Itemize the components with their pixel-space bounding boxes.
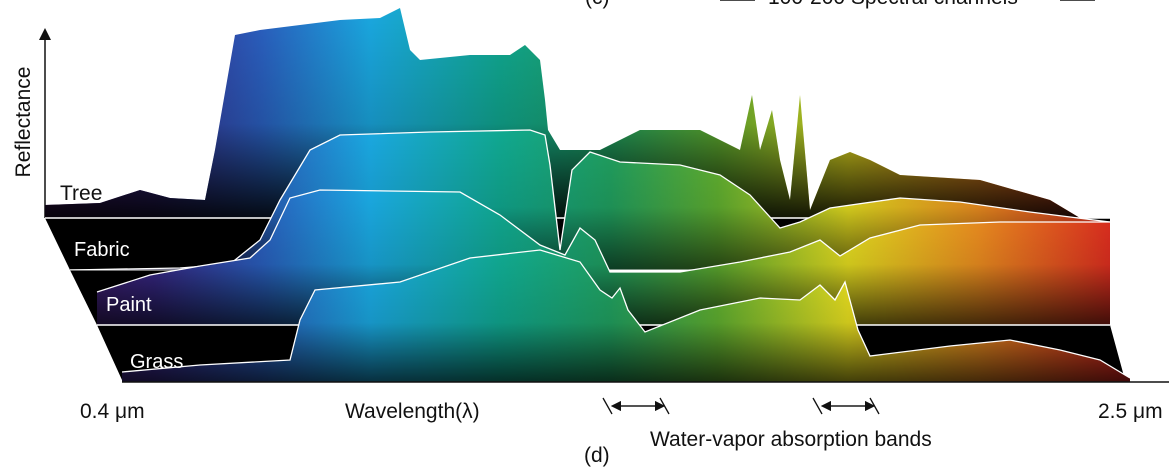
grass-layer: [121, 249, 1169, 383]
x-start-label: 0.4 μm: [80, 400, 145, 423]
panel-label: (d): [584, 444, 610, 467]
top-panel-label: (c): [585, 0, 610, 9]
y-axis-label: Reflectance: [12, 67, 35, 178]
x-end-label: 2.5 μm: [1098, 400, 1163, 423]
layer-label: Paint: [106, 294, 152, 316]
top-caption: 100-200 Spectral channels: [768, 0, 1018, 9]
absorption-band-markers: [602, 397, 880, 415]
layer-label: Grass: [130, 351, 183, 373]
layer-label: Fabric: [74, 239, 130, 261]
x-axis-label: Wavelength(λ): [345, 400, 480, 423]
layer-label: Tree: [60, 182, 102, 205]
bands-label: Water-vapor absorption bands: [650, 428, 932, 451]
